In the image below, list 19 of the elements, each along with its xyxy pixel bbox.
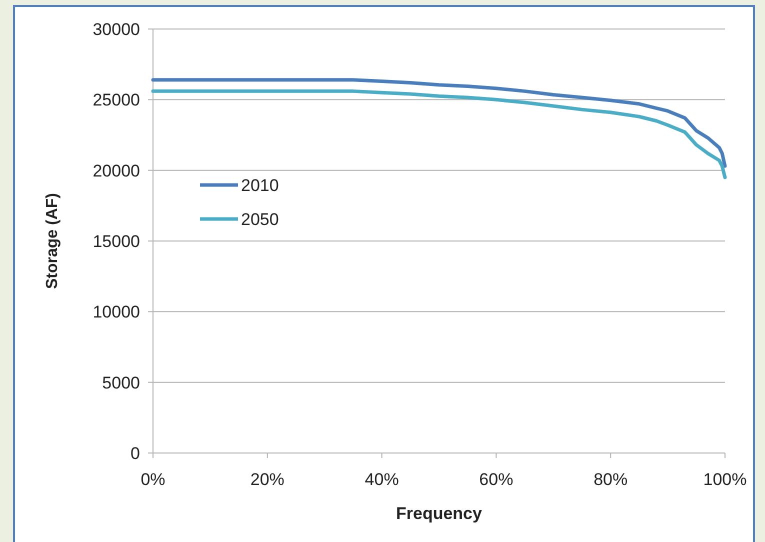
x-tick-label: 100% [703, 470, 747, 489]
x-tick-label: 20% [250, 470, 284, 489]
legend-label: 2010 [241, 176, 279, 195]
x-tick-label: 40% [364, 470, 399, 489]
y-axis-title: Storage (AF) [44, 193, 61, 289]
line-series [151, 78, 727, 168]
legend-label: 2050 [241, 210, 279, 229]
x-axis-title: Frequency [396, 504, 483, 523]
y-tick-label: 25000 [92, 90, 140, 110]
line-series [151, 89, 727, 180]
y-tick-label: 5000 [102, 373, 140, 392]
y-tick-label: 20000 [92, 161, 140, 180]
y-tick-label: 15000 [92, 232, 140, 251]
y-tick-label: 10000 [92, 302, 140, 322]
y-tick-label: 30000 [92, 20, 140, 39]
x-tick-label: 80% [594, 470, 628, 489]
x-tick-label: 0% [140, 470, 166, 489]
y-tick-label: 0 [130, 444, 140, 463]
x-tick-label: 60% [479, 470, 514, 489]
